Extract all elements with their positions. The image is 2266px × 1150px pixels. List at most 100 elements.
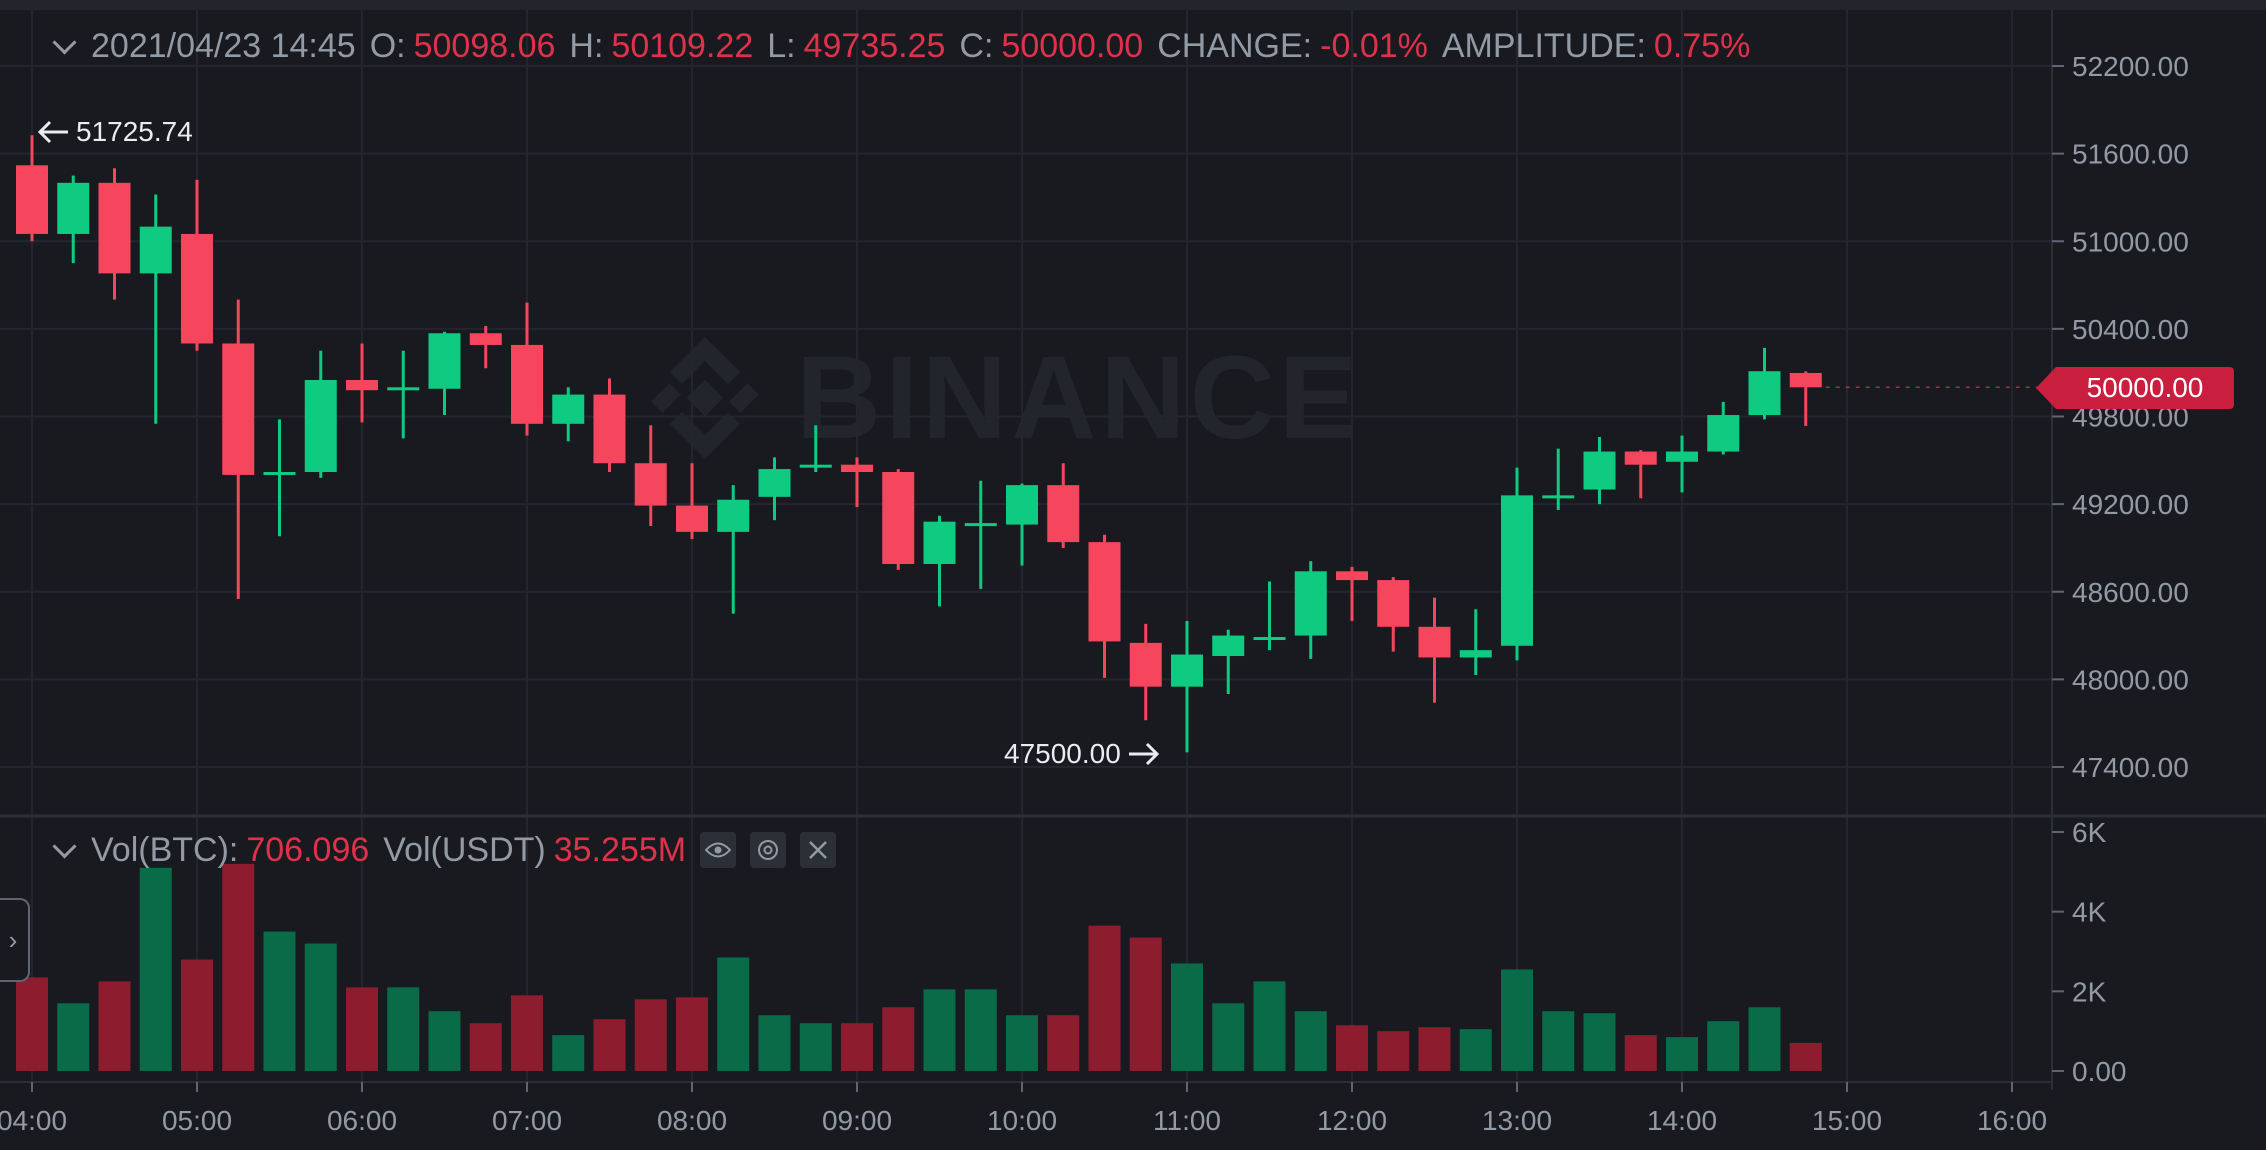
volume-bar: [1748, 1007, 1781, 1071]
vol-usdt-label: Vol(USDT): [383, 830, 546, 869]
volume-bar: [1294, 1011, 1327, 1071]
volume-bar: [717, 957, 750, 1071]
volume-bar: [222, 863, 255, 1071]
candle-body: [181, 233, 213, 344]
high-annotation: 51725.74: [36, 116, 193, 148]
candle-body: [511, 344, 543, 424]
time-tick-label: 15:00: [1812, 1105, 1882, 1136]
volume-bar: [511, 995, 543, 1071]
volume-bar: [923, 989, 956, 1071]
volume-bar: [346, 987, 378, 1071]
time-tick-label: 07:00: [492, 1105, 562, 1136]
time-tick-label: 13:00: [1482, 1105, 1552, 1136]
current-price-tag: 50000.00: [2036, 367, 2234, 409]
candle-body: [758, 469, 791, 497]
candle-body: [16, 165, 48, 234]
legend-open-label: O:: [369, 26, 406, 65]
settings-button[interactable]: [750, 832, 787, 868]
price-tick-label: 50400.00: [2072, 314, 2189, 345]
candle-body: [676, 505, 708, 532]
arrow-right-icon: [1128, 742, 1159, 766]
candle-body: [964, 523, 997, 527]
candle-body: [1583, 451, 1616, 490]
candle-body: [1171, 654, 1203, 687]
time-tick-label: 10:00: [987, 1105, 1057, 1136]
time-tick-label: 14:00: [1647, 1105, 1717, 1136]
legend-close-label: C:: [959, 26, 994, 65]
legend-low-label: L:: [767, 26, 796, 65]
chevron-down-icon[interactable]: [52, 833, 77, 859]
legend-low-value: 49735.25: [803, 26, 946, 65]
candle-body: [923, 521, 956, 565]
candle-body: [1047, 485, 1080, 543]
candle-body: [428, 333, 461, 389]
candle-body: [387, 387, 420, 391]
candle-body: [1294, 571, 1327, 636]
volume-bar: [428, 1011, 461, 1071]
time-tick-label: 06:00: [327, 1105, 397, 1136]
volume-legend: Vol(BTC): 706.096 Vol(USDT) 35.255M: [52, 828, 837, 872]
candle-body: [717, 499, 750, 532]
volume-bar: [964, 989, 997, 1071]
candle-body: [1624, 451, 1657, 465]
legend-change-value: -0.01%: [1320, 26, 1428, 65]
candle-body: [841, 464, 873, 472]
volume-tick-label: 4K: [2072, 897, 2107, 928]
volume-bar: [387, 987, 420, 1071]
volume-bar: [676, 997, 708, 1071]
volume-bar: [469, 1023, 502, 1071]
volume-bar: [1377, 1031, 1410, 1071]
candle-body: [263, 471, 296, 475]
high-annotation-value: 51725.74: [76, 116, 193, 147]
volume-bar: [1253, 981, 1286, 1071]
eye-button[interactable]: [700, 832, 737, 868]
volume-bar: [263, 931, 296, 1071]
legend-amplitude-label: AMPLITUDE:: [1441, 26, 1646, 65]
volume-bar: [1088, 925, 1121, 1071]
price-tick-label: 49200.00: [2072, 489, 2189, 520]
volume-bar: [139, 867, 172, 1071]
vol-btc-label: Vol(BTC):: [91, 830, 239, 869]
legend-amplitude-value: 0.75%: [1653, 26, 1751, 65]
legend-change-label: CHANGE:: [1157, 26, 1313, 65]
volume-bar: [841, 1023, 873, 1071]
ohlc-legend: 2021/04/23 14:45 O: 50098.06 H: 50109.22…: [52, 24, 1751, 68]
time-tick-label: 12:00: [1317, 1105, 1387, 1136]
volume-bar: [1501, 969, 1533, 1071]
volume-bar: [304, 943, 337, 1071]
legend-close-value: 50000.00: [1001, 26, 1144, 65]
sidebar-expand-toggle[interactable]: ›: [0, 898, 30, 982]
vol-usdt-value: 35.255M: [553, 830, 687, 869]
volume-bar: [181, 959, 213, 1071]
volume-bar: [98, 981, 131, 1071]
candle-body: [1129, 642, 1162, 687]
candle-body: [469, 333, 502, 345]
top-border: [0, 0, 2266, 10]
volume-bar: [16, 977, 48, 1071]
time-tick-label: 16:00: [1977, 1105, 2047, 1136]
volume-bar: [634, 999, 667, 1071]
volume-tick-label: 2K: [2072, 976, 2107, 1007]
watermark: BINANCE: [640, 330, 1362, 466]
volume-bar: [57, 1003, 90, 1071]
candle-body: [1006, 485, 1038, 525]
candle-body: [552, 394, 585, 424]
binance-logo-icon: [651, 337, 759, 459]
legend-high-value: 50109.22: [611, 26, 754, 65]
candle-body: [1748, 371, 1781, 416]
candle-body: [1789, 372, 1822, 388]
volume-bar: [1129, 937, 1162, 1071]
volume-bar: [1006, 1015, 1038, 1071]
close-button[interactable]: [800, 832, 837, 868]
candle-body: [304, 379, 337, 472]
candle-body: [1459, 650, 1492, 658]
candle-body: [1336, 571, 1368, 581]
eye-icon: [705, 842, 732, 858]
candle-body: [1707, 415, 1740, 452]
legend-datetime: 2021/04/23 14:45: [91, 26, 356, 65]
volume-bar: [1418, 1027, 1451, 1071]
chevron-down-icon[interactable]: [52, 29, 77, 55]
volume-bar: [1171, 963, 1203, 1071]
